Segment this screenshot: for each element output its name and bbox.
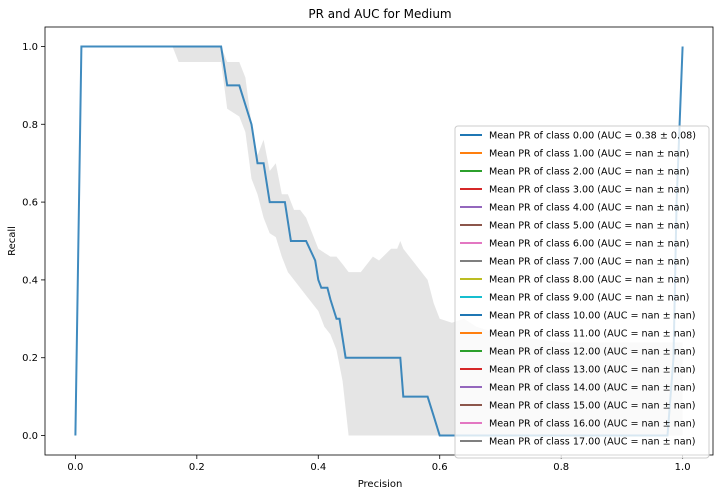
x-tick-label: 0.2 (189, 462, 205, 473)
legend-entry: Mean PR of class 2.00 (AUC = nan ± nan) (489, 167, 689, 178)
axes: 0.0 0.2 0.4 0.6 0.8 1.0 0.0 0.2 0.4 0.6 0.8 1.0 (22, 26, 714, 473)
legend-entry: Mean PR of class 0.00 (AUC = 0.38 ± 0.08… (489, 131, 696, 142)
legend-entry: Mean PR of class 9.00 (AUC = nan ± nan) (489, 293, 689, 304)
y-tick-label: 0.6 (22, 198, 38, 209)
legend-entry: Mean PR of class 4.00 (AUC = nan ± nan) (489, 203, 689, 214)
legend-entry: Mean PR of class 3.00 (AUC = nan ± nan) (489, 185, 689, 196)
legend-entry: Mean PR of class 5.00 (AUC = nan ± nan) (489, 221, 689, 232)
y-tick-label: 0.0 (22, 431, 38, 442)
legend-entry: Mean PR of class 11.00 (AUC = nan ± nan) (489, 329, 696, 340)
y-tick-label: 1.0 (22, 42, 38, 53)
axes-frame (44, 26, 714, 456)
legend-entry: Mean PR of class 15.00 (AUC = nan ± nan) (489, 401, 696, 412)
legend-entry: Mean PR of class 8.00 (AUC = nan ± nan) (489, 275, 689, 286)
legend-entry: Mean PR of class 13.00 (AUC = nan ± nan) (489, 365, 696, 376)
series-line-class-0 (74, 45, 684, 437)
legend-entry: Mean PR of class 6.00 (AUC = nan ± nan) (489, 239, 689, 250)
legend: Mean PR of class 0.00 (AUC = 0.38 ± 0.08… (454, 125, 710, 459)
y-axis-label: Recall (7, 226, 18, 256)
x-axis-label: Precision (358, 479, 403, 490)
legend-entry: Mean PR of class 7.00 (AUC = nan ± nan) (489, 257, 689, 268)
x-tick-label: 0.0 (67, 462, 83, 473)
x-tick-label: 1.0 (675, 462, 691, 473)
legend-entry: Mean PR of class 16.00 (AUC = nan ± nan) (489, 419, 696, 430)
y-tick-label: 0.4 (22, 275, 38, 286)
legend-entry: Mean PR of class 17.00 (AUC = nan ± nan) (489, 437, 696, 448)
y-tick-label: 0.8 (22, 120, 38, 131)
x-tick-label: 0.6 (432, 462, 448, 473)
y-tick-label: 0.2 (22, 353, 38, 364)
x-tick-label: 0.8 (553, 462, 569, 473)
legend-entry: Mean PR of class 1.00 (AUC = nan ± nan) (489, 149, 689, 160)
x-tick-label: 0.4 (310, 462, 326, 473)
legend-entry: Mean PR of class 10.00 (AUC = nan ± nan) (489, 311, 696, 322)
chart-title: PR and AUC for Medium (308, 7, 451, 21)
legend-entry: Mean PR of class 12.00 (AUC = nan ± nan) (489, 347, 696, 358)
legend-box (454, 125, 710, 459)
legend-entry: Mean PR of class 14.00 (AUC = nan ± nan) (489, 383, 696, 394)
